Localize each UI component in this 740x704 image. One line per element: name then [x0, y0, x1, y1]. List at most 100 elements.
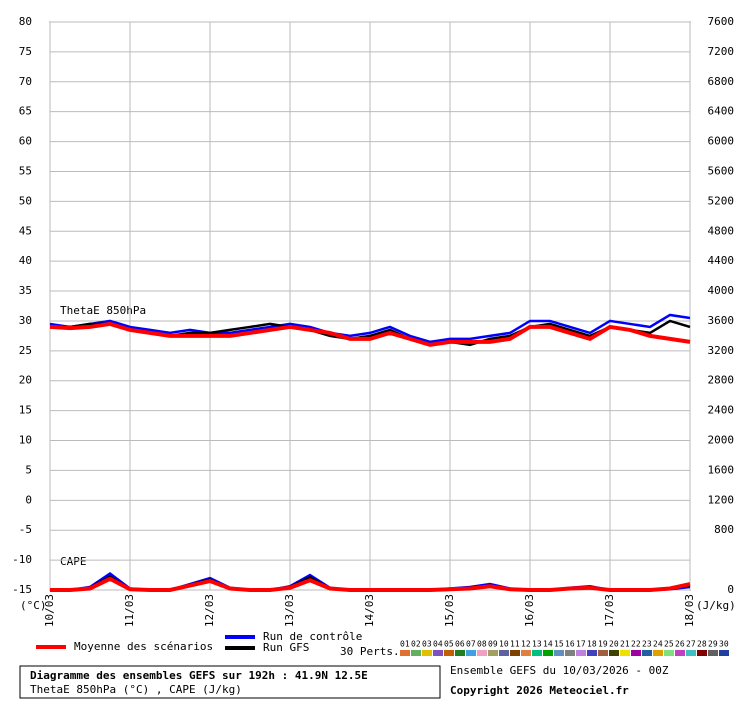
- perturbation-swatch: [532, 650, 542, 656]
- perturbation-swatch: [697, 650, 707, 656]
- footer-box: [19, 665, 441, 699]
- perturbation-label: 28: [697, 640, 707, 649]
- perturbation-label: 01: [400, 640, 410, 649]
- y-tick-label: 55: [19, 164, 32, 177]
- perturbation-label: 02: [411, 640, 421, 649]
- perturbation-swatch: [455, 650, 465, 656]
- perturbation-label: 23: [642, 640, 652, 649]
- perturbation-swatch: [708, 650, 718, 656]
- footer-subtitle: ThetaE 850hPa (°C) , CAPE (J/kg): [30, 683, 242, 696]
- y2-tick-label: 1200: [708, 493, 735, 506]
- y2-tick-label: 4400: [708, 254, 735, 267]
- y-tick-label: 75: [19, 45, 32, 58]
- perturbation-label: 09: [488, 640, 498, 649]
- perturbation-label: 27: [686, 640, 696, 649]
- x-tick-label: 10/03: [43, 594, 56, 627]
- perturbation-label: 11: [510, 640, 520, 649]
- y2-tick-label: 2000: [708, 434, 735, 447]
- y2-tick-label: 2400: [708, 404, 735, 417]
- y2-tick-label: 0: [727, 583, 734, 596]
- y2-tick-label: 4000: [708, 284, 735, 297]
- perturbation-swatch: [587, 650, 597, 656]
- perturbation-label: 26: [675, 640, 685, 649]
- perturbation-label: 22: [631, 640, 641, 649]
- y-axis-label: (°C): [20, 599, 47, 612]
- perturbation-swatch: [400, 650, 410, 656]
- x-tick-label: 11/03: [123, 594, 136, 627]
- footer-copyright: Copyright 2026 Meteociel.fr: [450, 684, 629, 697]
- perturbation-label: 21: [620, 640, 630, 649]
- perturbation-swatch: [719, 650, 729, 656]
- perturbation-label: 08: [477, 640, 487, 649]
- perturbation-swatch: [433, 650, 443, 656]
- x-tick-label: 16/03: [523, 594, 536, 627]
- perturbation-label: 25: [664, 640, 674, 649]
- y-tick-label: 50: [19, 194, 32, 207]
- y2-tick-label: 6000: [708, 135, 735, 148]
- legend-label: Run de contrôle: [263, 630, 362, 643]
- y-tick-label: 40: [19, 254, 32, 267]
- perturbation-label: 30: [719, 640, 729, 649]
- perturbation-swatch: [477, 650, 487, 656]
- x-tick-label: 14/03: [363, 594, 376, 627]
- legend-label: Moyenne des scénarios: [74, 640, 213, 653]
- perts-label: 30 Perts.: [340, 645, 400, 658]
- perturbation-swatch: [609, 650, 619, 656]
- perturbation-swatch: [521, 650, 531, 656]
- annotation: ThetaE 850hPa: [60, 304, 146, 317]
- perturbation-label: 07: [466, 640, 476, 649]
- y-tick-label: 30: [19, 314, 32, 327]
- perturbation-swatch: [642, 650, 652, 656]
- y-tick-label: -10: [12, 553, 32, 566]
- footer-title: Diagramme des ensembles GEFS sur 192h : …: [30, 669, 368, 682]
- perturbation-label: 12: [521, 640, 531, 649]
- perturbation-label: 18: [587, 640, 597, 649]
- perturbation-label: 29: [708, 640, 718, 649]
- x-tick-label: 17/03: [603, 594, 616, 627]
- perturbation-swatch: [686, 650, 696, 656]
- perturbation-label: 19: [598, 640, 608, 649]
- perturbation-swatch: [620, 650, 630, 656]
- perturbation-swatch: [499, 650, 509, 656]
- series-line: [49, 313, 691, 344]
- annotation: CAPE: [60, 555, 87, 568]
- perturbation-swatch: [653, 650, 663, 656]
- perturbation-swatch: [422, 650, 432, 656]
- y-tick-label: -5: [19, 523, 32, 536]
- y2-tick-label: 800: [714, 523, 734, 536]
- perturbation-label: 17: [576, 640, 586, 649]
- footer-run: Ensemble GEFS du 10/03/2026 - 00Z: [450, 664, 669, 677]
- y-tick-label: 0: [25, 493, 32, 506]
- y-tick-label: 35: [19, 284, 32, 297]
- y2-tick-label: 3600: [708, 314, 735, 327]
- y2-tick-label: 5200: [708, 194, 735, 207]
- series-line: [49, 321, 691, 347]
- perturbation-swatch: [565, 650, 575, 656]
- perturbation-swatch: [664, 650, 674, 656]
- perturbation-swatch: [631, 650, 641, 656]
- perturbation-swatch: [466, 650, 476, 656]
- perturbation-label: 14: [543, 640, 553, 649]
- x-tick-label: 12/03: [203, 594, 216, 627]
- y-tick-label: 80: [19, 15, 32, 28]
- y2-tick-label: 2800: [708, 374, 735, 387]
- y2-tick-label: 5600: [708, 164, 735, 177]
- perturbation-swatch: [576, 650, 586, 656]
- y-tick-label: 5: [25, 463, 32, 476]
- perturbation-label: 06: [455, 640, 465, 649]
- perturbation-label: 13: [532, 640, 542, 649]
- perturbation-label: 04: [433, 640, 443, 649]
- y2-tick-label: 6800: [708, 75, 735, 88]
- y2-tick-label: 1600: [708, 463, 735, 476]
- y-tick-label: 15: [19, 404, 32, 417]
- series-line: [50, 576, 691, 592]
- y-tick-label: -15: [12, 583, 32, 596]
- y-tick-label: 20: [19, 374, 32, 387]
- perturbation-label: 03: [422, 640, 432, 649]
- perturbation-label: 24: [653, 640, 663, 649]
- perturbation-swatch: [444, 650, 454, 656]
- perturbation-swatch: [554, 650, 564, 656]
- perturbation-swatch: [411, 650, 421, 656]
- y-tick-label: 45: [19, 224, 32, 237]
